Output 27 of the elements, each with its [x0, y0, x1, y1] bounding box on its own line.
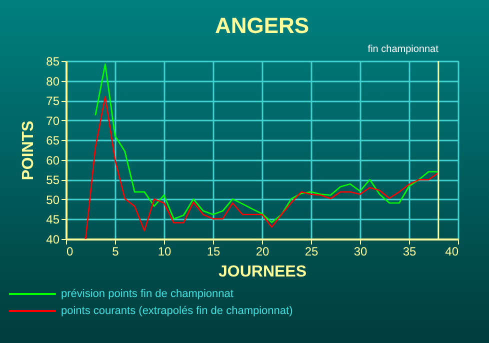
y-tick-label: 70: [46, 114, 60, 128]
y-tick-label: 55: [46, 173, 60, 188]
x-tick-label: 30: [354, 244, 368, 258]
x-tick-label: 0: [66, 244, 74, 258]
y-tick-label: 85: [46, 54, 60, 68]
x-tick-label: 25: [304, 244, 318, 258]
line-series: [94, 64, 440, 224]
y-tick-label: 75: [46, 94, 60, 108]
y-tick-label: 60: [46, 153, 60, 168]
x-tick-label: 40: [445, 244, 459, 258]
x-tick-label: 10: [158, 244, 172, 258]
x-tick-label: 20: [256, 244, 270, 258]
chart-title: ANGERS: [214, 13, 310, 38]
y-tick-label: 45: [46, 212, 60, 227]
y-tick-label: 50: [46, 192, 60, 207]
ref-line-label: fin championnat: [368, 44, 439, 55]
x-axis-title: JOURNEES: [218, 264, 307, 280]
y-tick-label: 40: [46, 232, 60, 246]
x-tick-label: 5: [112, 244, 120, 258]
legend-label: prévision points fin de championnat: [61, 288, 234, 300]
y-tick-label: 65: [46, 134, 60, 148]
y-tick-label: 80: [46, 74, 60, 88]
y-axis-title: POINTS: [20, 120, 38, 180]
line-series: [84, 96, 440, 239]
legend-label: points courants (extrapolés fin de championnat): [61, 305, 293, 317]
x-tick-label: 15: [206, 244, 220, 258]
x-tick-label: 35: [402, 244, 416, 258]
